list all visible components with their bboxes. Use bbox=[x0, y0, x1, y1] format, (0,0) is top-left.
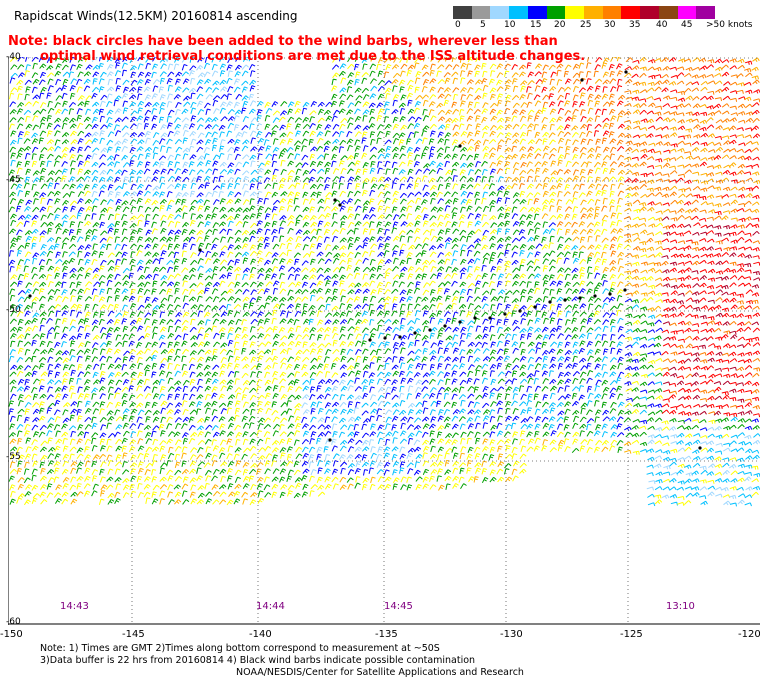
legend-swatch bbox=[527, 6, 547, 19]
legend-label: 15 bbox=[530, 20, 542, 30]
pass-time-label: 14:43 bbox=[60, 601, 89, 612]
pass-time-label: 14:45 bbox=[384, 601, 413, 612]
legend-swatch bbox=[602, 6, 622, 19]
legend-label: 45 bbox=[681, 20, 693, 30]
plot-frame bbox=[8, 57, 760, 625]
legend-swatch bbox=[565, 6, 585, 19]
lon-tick-label: -125 bbox=[620, 629, 643, 640]
wind-speed-color-legend bbox=[453, 6, 716, 19]
wind-barb-field bbox=[8, 57, 760, 507]
legend-label: 30 bbox=[604, 20, 616, 30]
legend-label: 10 bbox=[504, 20, 516, 30]
lon-tick-label: -135 bbox=[375, 629, 398, 640]
footer-note-line-1: Note: 1) Times are GMT 2)Times along bot… bbox=[40, 643, 440, 654]
map-title: Rapidscat Winds(12.5KM) 20160814 ascendi… bbox=[14, 9, 298, 23]
legend-swatch bbox=[453, 6, 472, 19]
wind-barb-plot bbox=[8, 57, 760, 625]
lon-tick-label: -145 bbox=[122, 629, 145, 640]
lon-tick-label: -120 bbox=[738, 629, 760, 640]
lat-tick-label: -40 bbox=[6, 52, 21, 62]
notice-line-2: optimal wind retrieval conditions are me… bbox=[40, 49, 586, 64]
legend-label: 0 bbox=[455, 20, 461, 30]
lon-tick-label: -140 bbox=[249, 629, 272, 640]
legend-swatch bbox=[696, 6, 716, 19]
lat-tick-label: -50 bbox=[6, 305, 21, 315]
footer-credit: NOAA/NESDIS/Center for Satellite Applica… bbox=[236, 667, 524, 678]
legend-swatch bbox=[658, 6, 678, 19]
quality-flag-markers bbox=[28, 70, 702, 450]
lon-tick-label: -130 bbox=[500, 629, 523, 640]
legend-swatch bbox=[640, 6, 659, 19]
footer-notes: Note: 1) Times are GMT 2)Times along bot… bbox=[40, 643, 475, 667]
legend-swatch bbox=[471, 6, 491, 19]
legend-swatch bbox=[490, 6, 510, 19]
legend-label: 20 bbox=[554, 20, 566, 30]
pass-time-label: 13:10 bbox=[666, 601, 695, 612]
legend-label: >50 knots bbox=[706, 20, 753, 30]
lat-tick-label: -45 bbox=[6, 175, 21, 185]
legend-swatch bbox=[509, 6, 528, 19]
legend-label: 25 bbox=[580, 20, 592, 30]
pass-time-label: 14:44 bbox=[256, 601, 285, 612]
lat-lon-grid bbox=[8, 57, 760, 625]
notice-line-1: Note: black circles have been added to t… bbox=[8, 34, 558, 49]
legend-swatch bbox=[546, 6, 566, 19]
footer-note-line-2: 3)Data buffer is 22 hrs from 20160814 4)… bbox=[40, 655, 476, 666]
legend-label: 5 bbox=[480, 20, 486, 30]
lon-tick-label: -150 bbox=[0, 629, 23, 640]
legend-swatch bbox=[621, 6, 641, 19]
lat-tick-label: -60 bbox=[6, 617, 21, 627]
legend-label: 35 bbox=[629, 20, 641, 30]
legend-swatch bbox=[677, 6, 697, 19]
legend-label: 40 bbox=[656, 20, 668, 30]
lat-tick-label: -55 bbox=[6, 452, 21, 462]
legend-swatch bbox=[584, 6, 603, 19]
